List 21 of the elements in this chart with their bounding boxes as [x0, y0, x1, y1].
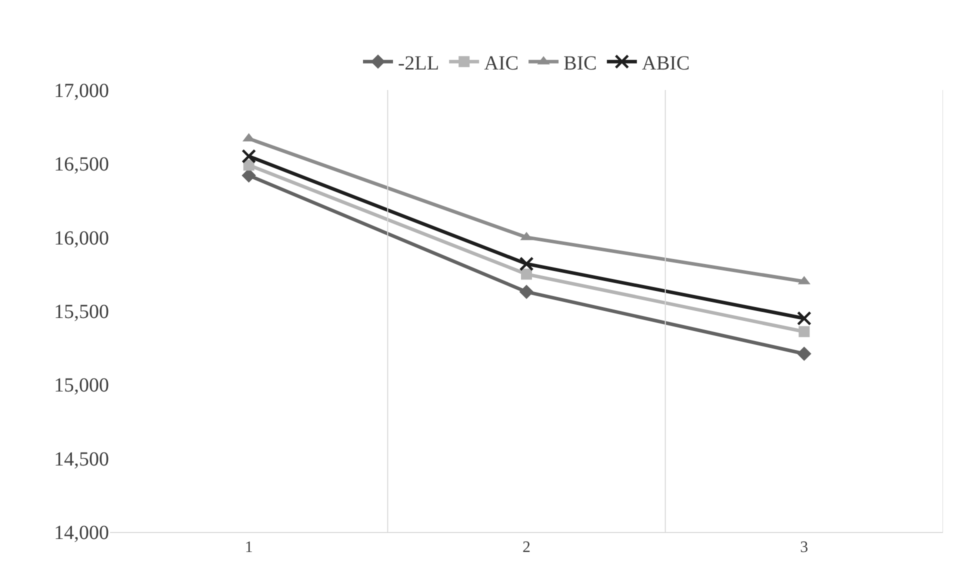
x-tick-label: 2	[522, 539, 530, 556]
legend-label: ABIC	[642, 52, 690, 74]
x-tick-label: 1	[244, 539, 253, 556]
point	[519, 284, 534, 299]
y-tick-label: 14,000	[54, 522, 109, 544]
point	[242, 149, 256, 164]
point	[796, 311, 812, 326]
y-tick-label: 16,500	[54, 154, 109, 176]
legend-label: -2LL	[398, 52, 440, 74]
y-tick-label: 14,500	[54, 448, 109, 470]
point	[798, 326, 810, 338]
point	[797, 346, 812, 361]
legend-label: AIC	[484, 52, 519, 74]
y-tick-label: 16,000	[54, 227, 109, 250]
point	[519, 256, 534, 272]
y-tick-label: 15,500	[54, 301, 109, 323]
legend-label: BIC	[564, 52, 597, 74]
x-tick-label: 3	[800, 539, 808, 556]
y-tick-label: 15,000	[54, 374, 109, 397]
y-tick-label: 17,000	[54, 80, 109, 102]
point	[521, 268, 532, 280]
